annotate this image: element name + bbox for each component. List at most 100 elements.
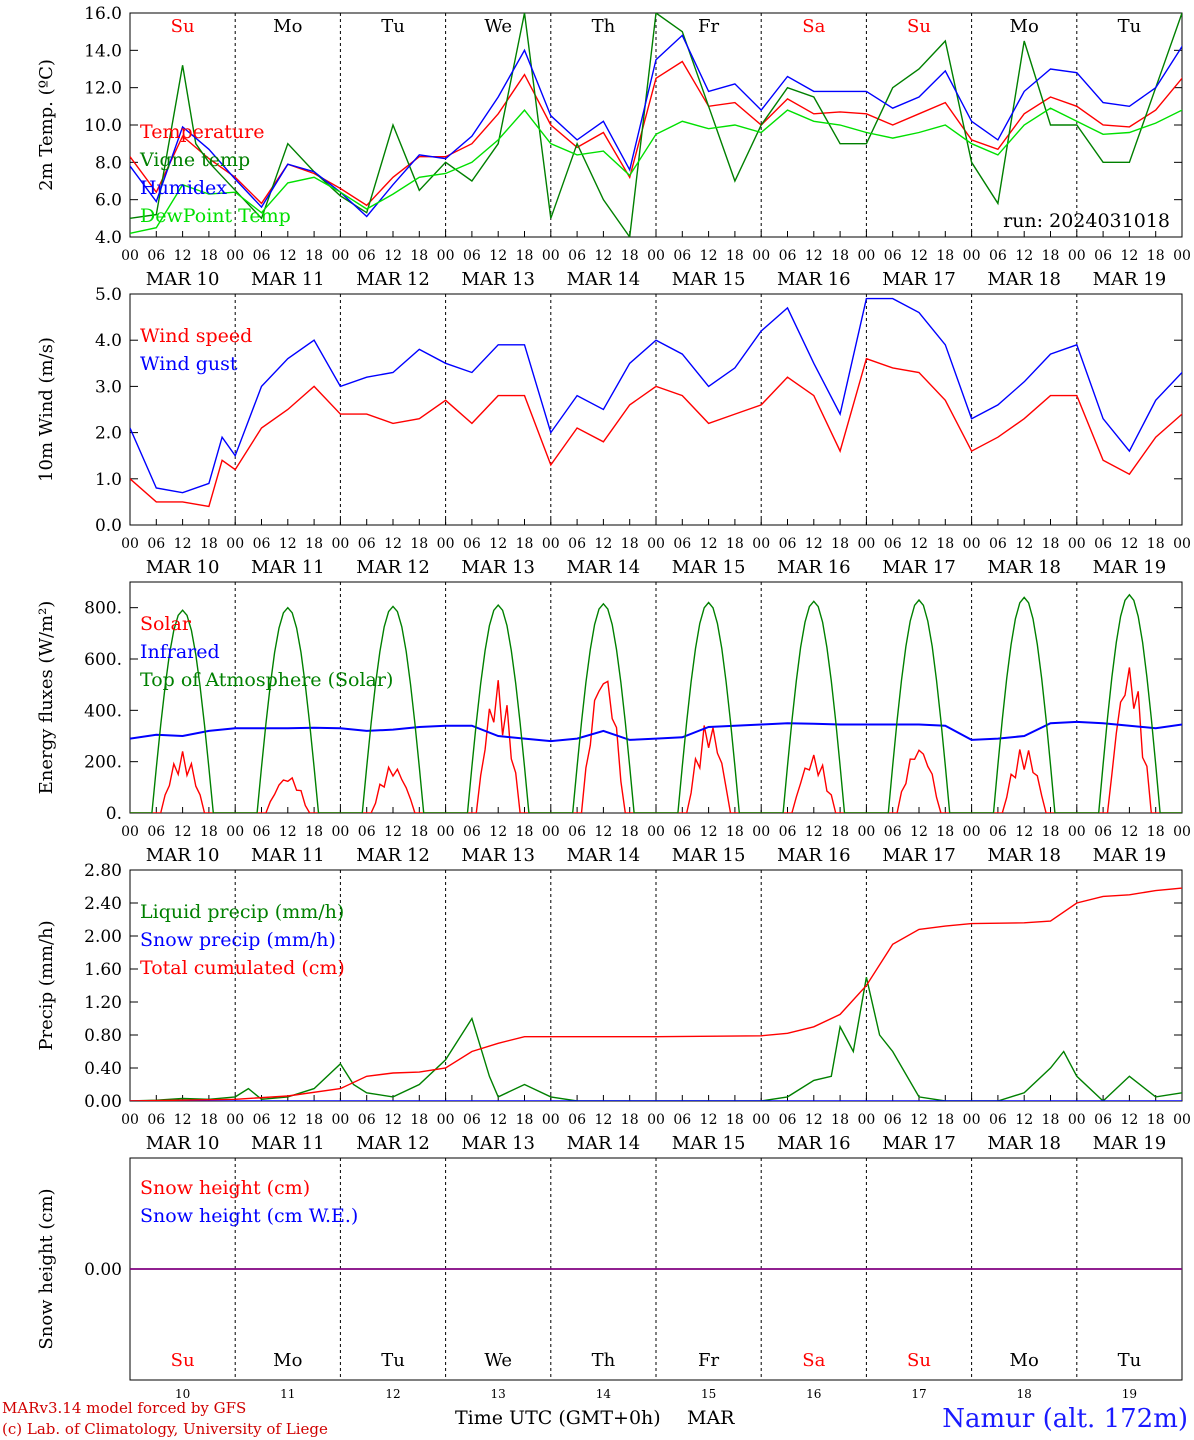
legend-entry: Infrared [140,641,220,663]
x-tick-label: 06 [463,536,481,552]
panel-1: 4.0 6.0 8.0 10.0 12.0 14.0 16.0 2m Temp. (ºC) 00… [36,4,1191,290]
date-label: MAR 14 [567,1133,641,1154]
legend-entry: Temperature [140,121,264,143]
x-tick-label: 06 [463,824,481,840]
day-name: Su [907,1350,931,1371]
x-tick-label: 12 [910,824,928,840]
x-tick-label: 00 [752,536,770,552]
x-tick-label: 12 [489,824,507,840]
x-tick-label: 18 [410,824,428,840]
y-tick-label: 0.80 [84,1026,122,1046]
x-tick-label: 00 [121,536,139,552]
day-number: 13 [491,1387,506,1401]
x-tick-label: 12 [910,536,928,552]
x-tick-label: 12 [594,536,612,552]
x-tick-label: 18 [410,536,428,552]
x-tick-label: 12 [1015,248,1033,264]
x-tick-label: 06 [1094,536,1112,552]
x-tick-label: 06 [989,824,1007,840]
x-tick-label: 18 [726,248,744,264]
x-tick-label: 00 [963,248,981,264]
day-name: Tu [1118,1350,1142,1371]
date-label: MAR 15 [672,845,746,866]
x-tick-label: 12 [594,248,612,264]
x-tick-label: 00 [647,536,665,552]
x-tick-label: 12 [700,248,718,264]
x-tick-label: 12 [805,824,823,840]
panel-3: 0. 200. 400. 600. 800. Energy fluxes (W/m²) 00… [36,581,1191,866]
day-name: Mo [1010,16,1039,37]
x-tick-label: 06 [463,1112,481,1128]
x-tick-label: 18 [516,536,534,552]
x-tick-label: 18 [621,824,639,840]
date-label: MAR 17 [882,845,956,866]
date-label: MAR 14 [567,557,641,578]
x-axis-label: Time UTC (GMT+0h) [455,1407,661,1429]
date-label: MAR 19 [1093,557,1167,578]
x-tick-label: 18 [621,248,639,264]
x-tick-label: 00 [1068,1112,1086,1128]
x-tick-label: 12 [910,248,928,264]
date-label: MAR 18 [987,269,1061,290]
x-tick-label: 00 [857,536,875,552]
date-label: MAR 13 [461,557,535,578]
x-tick-label: 18 [831,824,849,840]
x-tick-label: 12 [594,1112,612,1128]
date-label: MAR 10 [146,557,220,578]
x-tick-label: 18 [726,1112,744,1128]
x-tick-label: 06 [568,824,586,840]
y-tick-label: 0.0 [95,516,122,536]
legend-entry: Snow height (cm) [140,1177,310,1199]
panels: 4.0 6.0 8.0 10.0 12.0 14.0 16.0 2m Temp. (ºC) 00… [36,4,1191,1401]
x-tick-label: 06 [253,824,271,840]
x-tick-label: 06 [673,536,691,552]
x-tick-label: 00 [121,1112,139,1128]
x-tick-label: 18 [936,1112,954,1128]
date-label: MAR 17 [882,1133,956,1154]
x-tick-label: 18 [936,248,954,264]
x-tick-label: 06 [358,536,376,552]
x-tick-label: 00 [752,248,770,264]
x-tick-label: 00 [121,824,139,840]
y-tick-label: 16.0 [84,4,122,24]
x-tick-label: 18 [1147,536,1165,552]
x-tick-label: 12 [279,1112,297,1128]
x-tick-label: 06 [779,536,797,552]
x-tick-label: 12 [279,536,297,552]
station-name: Namur (alt. 172m) [942,1404,1188,1434]
panel-5: 0.00 Snow height (cm) 10 11 12 13 14 15 16 17 18 19… [36,1157,1183,1401]
x-tick-label: 12 [700,824,718,840]
day-name: Th [592,16,616,37]
x-tick-label: 06 [884,824,902,840]
x-tick-label: 18 [621,536,639,552]
date-label: MAR 10 [146,1133,220,1154]
x-tick-label: 06 [147,1112,165,1128]
series-line [130,297,1182,494]
date-label: MAR 11 [251,845,325,866]
y-tick-label: 8.0 [95,153,122,173]
x-tick-label: 12 [805,248,823,264]
y-tick-label: 0.00 [84,1260,122,1280]
x-tick-label: 18 [516,1112,534,1128]
x-tick-label: 06 [989,248,1007,264]
x-tick-label: 00 [437,1112,455,1128]
panel-4: 0.00 0.40 0.80 1.20 1.60 2.00 2.40 2.80 Precip (… [36,861,1191,1154]
x-tick-label: 00 [226,824,244,840]
x-tick-label: 18 [1147,1112,1165,1128]
x-tick-label: 12 [1015,536,1033,552]
day-name: Tu [381,1350,405,1371]
date-label: MAR 11 [251,1133,325,1154]
day-number: 11 [280,1387,295,1401]
x-tick-label: 00 [857,248,875,264]
x-tick-label: 06 [568,248,586,264]
x-tick-label: 18 [305,824,323,840]
x-tick-label: 12 [489,536,507,552]
x-tick-label: 12 [700,536,718,552]
x-tick-label: 00 [963,536,981,552]
date-label: MAR 18 [987,557,1061,578]
y-tick-label: 12.0 [84,79,122,99]
x-tick-label: 06 [673,824,691,840]
x-tick-label: 00 [226,1112,244,1128]
x-tick-label: 18 [200,824,218,840]
day-number: 12 [385,1387,400,1401]
